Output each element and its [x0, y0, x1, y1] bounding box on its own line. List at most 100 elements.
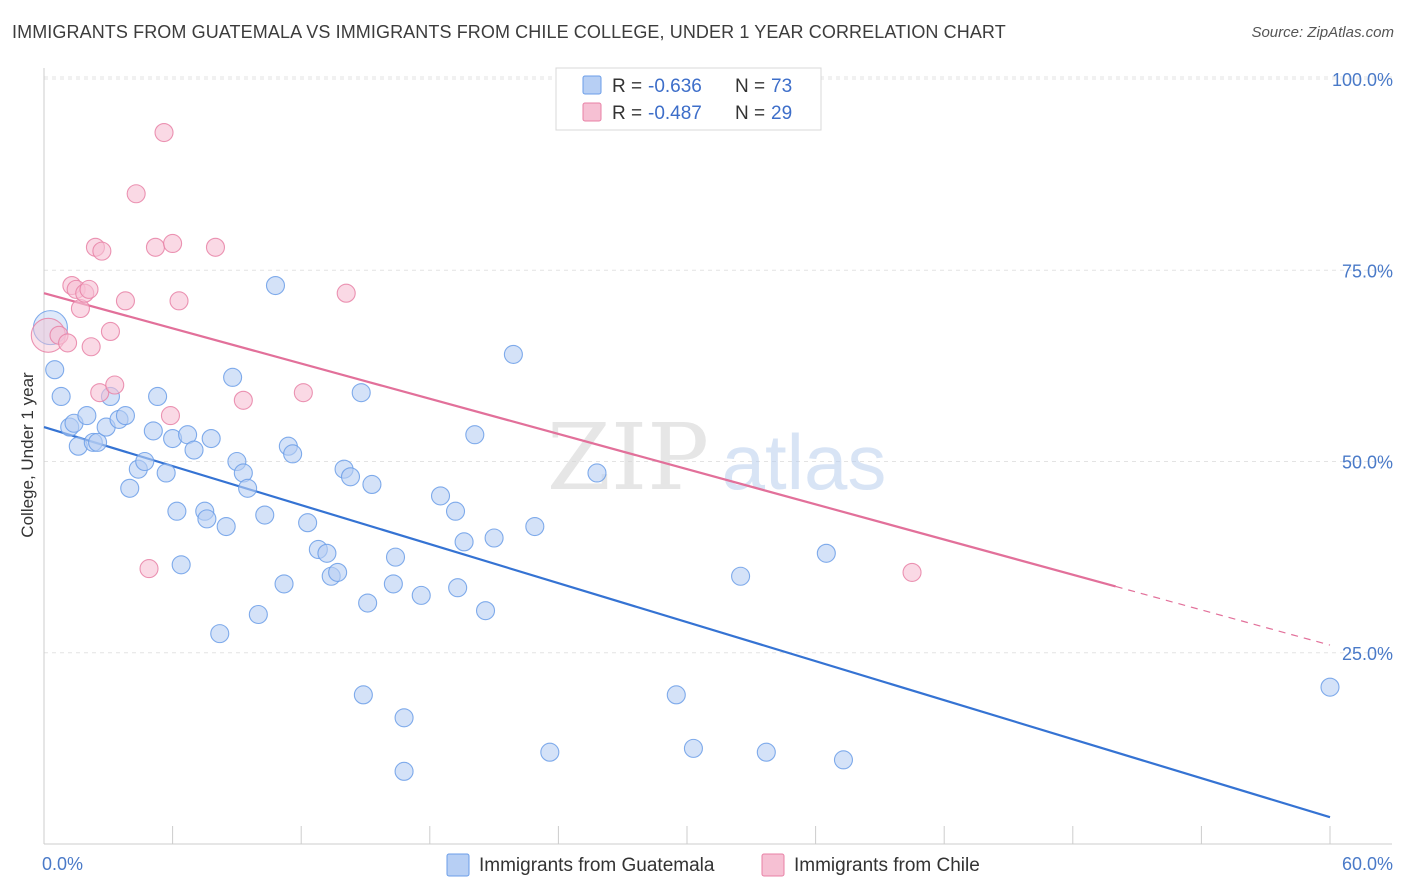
legend-n-value-guatemala: 73 — [771, 76, 792, 97]
watermark-zip: ZIP — [547, 404, 709, 511]
legend-n-value-chile: 29 — [771, 103, 792, 124]
point-guatemala-41 — [317, 543, 337, 563]
point-chile-20 — [163, 233, 183, 254]
bottom-legend-label-guatemala: Immigrants from Guatemala — [479, 855, 715, 876]
point-guatemala-56 — [445, 501, 466, 521]
point-chile-8 — [81, 337, 101, 357]
point-chile-7 — [79, 279, 99, 299]
point-chile-18 — [154, 123, 174, 143]
point-chile-2 — [58, 333, 78, 353]
point-guatemala-39 — [298, 513, 318, 533]
point-guatemala-57 — [448, 578, 468, 598]
axes — [43, 68, 1392, 845]
point-chile-15 — [126, 184, 146, 204]
point-guatemala-49 — [353, 685, 373, 705]
point-guatemala-47 — [358, 593, 378, 613]
legend-r-value-chile: -0.487 — [648, 103, 702, 124]
point-guatemala-16 — [143, 421, 163, 441]
point-guatemala-63 — [525, 516, 545, 537]
point-guatemala-68 — [731, 566, 751, 586]
grid-lines — [44, 76, 1392, 654]
point-guatemala-50 — [385, 547, 406, 567]
point-guatemala-45 — [340, 467, 361, 487]
point-guatemala-27 — [210, 624, 230, 644]
x-tick-label-min: 0.0% — [42, 854, 83, 874]
point-guatemala-71 — [833, 750, 854, 770]
point-guatemala-70 — [816, 543, 836, 563]
point-chile-11 — [92, 241, 112, 261]
point-chile-17 — [145, 237, 166, 257]
bottom-legend-label-chile: Immigrants from Chile — [794, 855, 980, 876]
point-guatemala-38 — [283, 444, 303, 464]
bottom-legend: Immigrants from Guatemala Immigrants fro… — [446, 853, 980, 877]
point-chile-25 — [336, 283, 356, 303]
point-guatemala-1 — [45, 360, 65, 380]
y-tick-label-50: 50.0% — [1342, 453, 1393, 473]
point-guatemala-48 — [362, 474, 382, 495]
legend-swatch-guatemala — [582, 75, 602, 95]
point-guatemala-53 — [394, 761, 414, 781]
top-legend: R = -0.636 N = 73 R = -0.487 N = 29 — [555, 67, 822, 131]
data-points — [30, 123, 1340, 781]
point-chile-21 — [169, 291, 189, 311]
point-chile-19 — [160, 406, 181, 426]
y-tick-label-100: 100.0% — [1332, 70, 1393, 90]
point-guatemala-52 — [394, 708, 414, 728]
point-chile-22 — [205, 237, 226, 257]
point-guatemala-34 — [255, 505, 275, 525]
point-guatemala-64 — [540, 742, 560, 762]
trend-lines — [43, 292, 1331, 819]
point-guatemala-15 — [135, 451, 155, 472]
point-chile-12 — [100, 321, 120, 342]
point-guatemala-6 — [77, 406, 97, 426]
trend-line-0 — [43, 426, 1331, 819]
legend-n-label-chile: N = — [735, 103, 765, 124]
legend-r-label-guatemala: R = — [612, 76, 642, 97]
point-guatemala-28 — [216, 516, 236, 537]
y-axis-title: College, Under 1 year — [18, 372, 37, 538]
legend-r-label-chile: R = — [612, 103, 642, 124]
point-guatemala-36 — [274, 574, 294, 594]
trend-line-dashed-1 — [1115, 585, 1331, 646]
point-guatemala-12 — [115, 406, 135, 426]
point-guatemala-13 — [120, 478, 140, 498]
legend-swatch-chile — [582, 102, 602, 122]
point-guatemala-58 — [454, 532, 474, 552]
point-guatemala-23 — [184, 440, 204, 460]
point-chile-24 — [293, 383, 313, 403]
chart-title: IMMIGRANTS FROM GUATEMALA VS IMMIGRANTS … — [12, 22, 1006, 42]
bottom-legend-swatch-chile — [761, 853, 785, 877]
legend-r-value-guatemala: -0.636 — [648, 76, 702, 97]
point-guatemala-54 — [411, 585, 431, 605]
point-chile-23 — [233, 390, 253, 410]
watermark-atlas: atlas — [722, 418, 887, 506]
point-guatemala-65 — [587, 463, 607, 483]
point-guatemala-29 — [223, 367, 243, 387]
point-guatemala-67 — [683, 738, 703, 758]
tick-labels: 25.0% 50.0% 75.0% 100.0% 0.0% 60.0% — [42, 70, 1393, 874]
legend-n-label-guatemala: N = — [735, 76, 765, 97]
trend-line-1 — [43, 292, 1116, 588]
point-guatemala-35 — [265, 275, 286, 296]
point-chile-13 — [105, 375, 125, 395]
point-guatemala-72 — [1320, 677, 1340, 697]
point-chile-14 — [115, 291, 135, 311]
point-guatemala-60 — [475, 601, 496, 621]
point-guatemala-25 — [197, 509, 217, 529]
point-guatemala-46 — [351, 383, 371, 403]
point-guatemala-21 — [171, 555, 191, 575]
point-guatemala-55 — [430, 486, 451, 506]
point-guatemala-66 — [666, 685, 686, 705]
point-guatemala-43 — [328, 562, 348, 582]
point-guatemala-69 — [756, 742, 776, 762]
point-chile-16 — [139, 559, 159, 579]
point-chile-10 — [90, 383, 110, 403]
point-guatemala-33 — [248, 604, 268, 625]
point-guatemala-61 — [484, 528, 504, 548]
point-guatemala-62 — [503, 344, 523, 364]
point-guatemala-51 — [383, 574, 403, 594]
point-guatemala-26 — [201, 428, 221, 449]
point-chile-26 — [902, 562, 922, 582]
y-tick-label-25: 25.0% — [1342, 644, 1393, 664]
